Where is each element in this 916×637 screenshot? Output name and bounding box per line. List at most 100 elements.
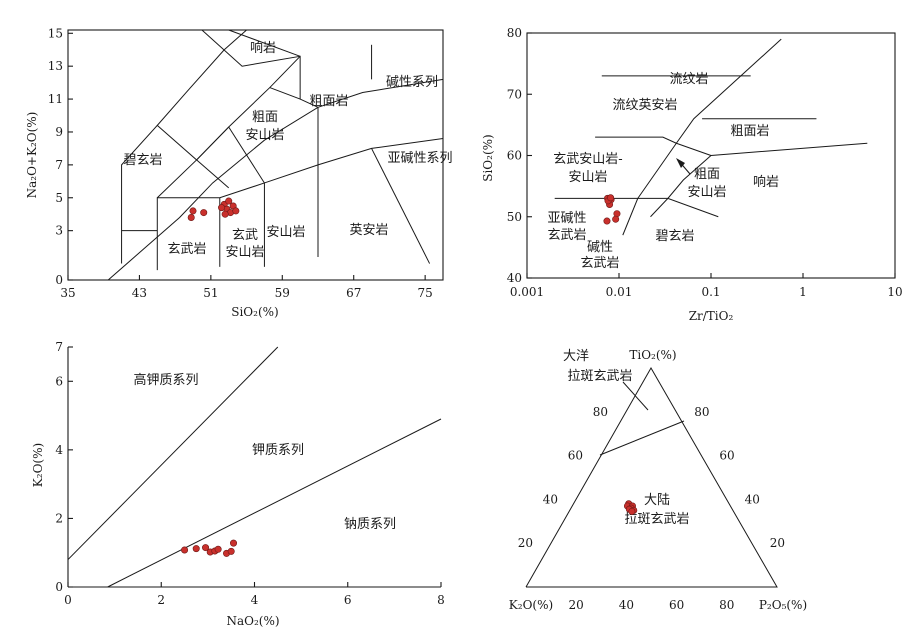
- tas-diagram: 35 43 51 59 67 7503579111315SiO₂(%)Na₂O+K₂O(%…: [25, 26, 453, 319]
- zr-x-tick-label: 0.1: [701, 285, 720, 299]
- k-boundary-high-k: [67, 346, 279, 560]
- ternary-left-tick-label: 60: [568, 449, 583, 463]
- k-x-tick-label: 4: [251, 593, 259, 607]
- k-x-tick-label: 6: [344, 593, 352, 607]
- zr-field-label: 玄武岩: [580, 256, 619, 271]
- tas-field-label: 粗面: [252, 110, 278, 125]
- k-y-tick-label: 6: [55, 374, 63, 388]
- ternary-field-label: 拉斑玄武岩: [567, 369, 632, 384]
- tas-data-point: [225, 197, 233, 205]
- zr-field-label: 安山岩: [568, 170, 607, 185]
- ternary-bottom-tick-label: 80: [719, 598, 734, 612]
- zr-y-tick-label: 60: [507, 149, 522, 163]
- zr-data-point: [612, 215, 620, 223]
- tas-data-point: [218, 204, 226, 212]
- tas-data-point: [232, 207, 240, 215]
- tas-y-tick-label: 3: [55, 224, 63, 238]
- zr-field-label: 安山岩: [687, 185, 726, 200]
- tas-y-tick-label: 5: [55, 191, 63, 205]
- tas-field-label: 安山岩: [245, 128, 284, 143]
- zr-y-axis-title: SiO₂(%): [481, 134, 495, 181]
- tas-data-point: [221, 210, 229, 218]
- zr-tio2-diagram: 0.001 0.01 0.1 1 10 40 50 60 70 80 Zr/TiO₂ SiO₂(%) 流…: [481, 26, 903, 323]
- k-x-tick-label: 2: [157, 593, 165, 607]
- tas-x-axis-title: SiO₂(%): [231, 305, 278, 319]
- zr-y-tick-label: 70: [507, 87, 522, 101]
- k-data-point: [230, 539, 238, 547]
- tas-field-label: 安山岩: [225, 245, 264, 260]
- k-x-tick-label: 8: [437, 593, 445, 607]
- zr-field-label: 玄武岩: [547, 228, 586, 243]
- ternary-field-label: 大洋: [563, 349, 589, 364]
- k-field-label: 钾质系列: [252, 443, 304, 458]
- tas-boundary: [371, 148, 431, 264]
- zr-boundary: [650, 198, 669, 218]
- tas-boundary: [201, 29, 301, 100]
- tas-y-axis-title: Na₂O+K₂O(%): [25, 112, 39, 199]
- zr-field-label: 粗面岩: [730, 124, 769, 139]
- ternary-apex-label-tio2: TiO₂(%): [629, 348, 676, 362]
- zr-field-label: 玄武安山岩-: [553, 152, 622, 167]
- k-y-tick-label: 2: [55, 511, 63, 525]
- ternary-left-tick-label: 40: [543, 492, 558, 506]
- zr-x-tick-label: 0.01: [606, 285, 633, 299]
- tas-boundary: [228, 126, 265, 184]
- k-x-axis-title: NaO₂(%): [226, 614, 279, 628]
- zr-field-label: 流纹岩: [669, 72, 708, 87]
- tas-boundary: [269, 87, 319, 165]
- tas-field-label: 玄武: [232, 228, 258, 243]
- k-field-label: 高钾质系列: [133, 372, 198, 388]
- tas-data-point: [200, 209, 208, 217]
- tas-y-tick-label: 9: [55, 125, 63, 139]
- zr-field-label: 碧玄岩: [655, 229, 694, 244]
- k-field-label: 钠质系列: [344, 517, 396, 532]
- tas-x-tick-label: 43: [132, 286, 147, 300]
- zr-field-label: 亚碱性: [547, 211, 586, 226]
- tas-boundary: [228, 29, 301, 57]
- zr-x-axis-title: Zr/TiO₂: [689, 309, 734, 323]
- tas-x-tick-label: 59: [275, 286, 290, 300]
- tas-field-label: 碧玄岩: [123, 153, 162, 168]
- zr-boundary: [554, 197, 719, 218]
- k-data-point: [202, 544, 210, 552]
- tas-frame: [67, 29, 444, 281]
- ternary-boundary: [599, 420, 685, 456]
- tas-field-label: 安山岩: [266, 225, 305, 240]
- ternary-field-label: 拉斑玄武岩: [624, 512, 689, 527]
- tas-field-label: 玄武岩: [167, 242, 206, 257]
- ternary-right-tick-label: 40: [745, 492, 760, 506]
- ternary-right-tick-label: 80: [694, 405, 709, 419]
- ternary-bottom-tick-label: 60: [669, 598, 684, 612]
- zr-field-label: 粗面: [694, 167, 720, 182]
- ternary-apex-label-p2o5: P₂O₅(%): [759, 598, 807, 612]
- tas-y-tick-label: 15: [48, 26, 63, 40]
- ternary-data-point: [628, 507, 636, 515]
- k-y-tick-label: 0: [55, 580, 63, 594]
- zr-boundary: [667, 142, 868, 199]
- tas-x-tick-label: 75: [418, 286, 433, 300]
- k-data-point: [181, 546, 189, 554]
- ternary-left-tick-label: 80: [593, 405, 608, 419]
- tas-data-point: [189, 207, 197, 215]
- ternary-field-label: 大陆: [644, 492, 670, 508]
- k-x-tick-label: 0: [64, 593, 72, 607]
- zr-data-point: [607, 194, 615, 202]
- tas-y-tick-label: 13: [48, 59, 63, 73]
- k-boundary-na: [107, 418, 442, 588]
- zr-y-tick-label: 80: [507, 26, 522, 40]
- zr-y-tick-label: 50: [507, 210, 522, 224]
- ternary-right-tick-label: 60: [719, 449, 734, 463]
- zr-x-tick-label: 0.001: [510, 285, 544, 299]
- tas-field-label: 碱性系列: [386, 75, 438, 90]
- tas-field-label: 响岩: [250, 40, 276, 56]
- k-y-tick-label: 7: [55, 340, 63, 354]
- zr-boundary: [595, 136, 677, 144]
- zr-boundary: [637, 38, 782, 199]
- tas-y-tick-label: 7: [55, 158, 63, 172]
- k-y-axis-title: K₂O(%): [31, 443, 45, 487]
- ternary-bottom-tick-label: 20: [569, 598, 584, 612]
- k-data-point: [192, 545, 200, 553]
- ternary-diagram: 20 40 60 80 80 60 40 20 20 40 60 80 TiO₂(%) K₂O(%) P₂O…: [509, 348, 807, 612]
